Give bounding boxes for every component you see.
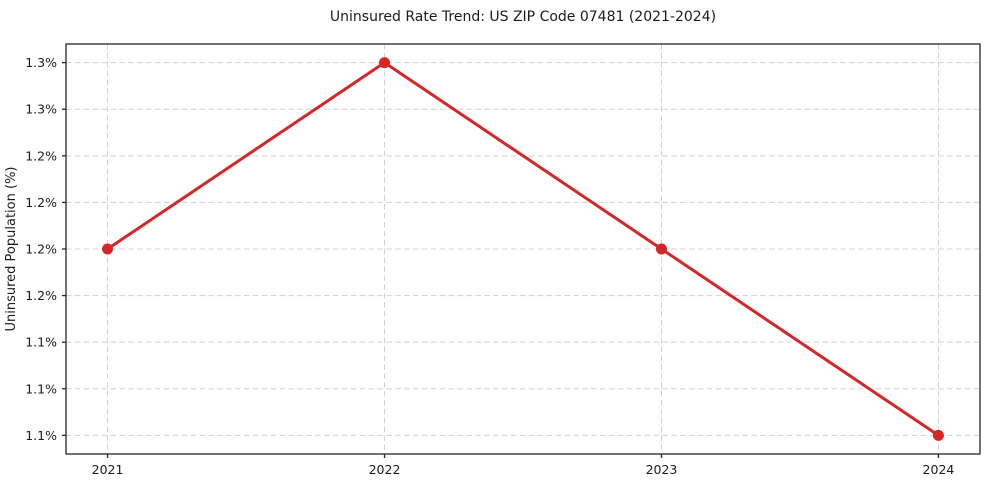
data-point-marker bbox=[379, 57, 391, 69]
x-tick-label: 2022 bbox=[369, 462, 401, 477]
chart-title: Uninsured Rate Trend: US ZIP Code 07481 … bbox=[330, 9, 716, 25]
trend-line bbox=[106, 61, 940, 437]
y-tick-label: 1.1% bbox=[25, 381, 57, 396]
y-tick-label: 1.3% bbox=[25, 55, 57, 70]
y-tick-label: 1.2% bbox=[25, 242, 57, 257]
data-point-marker bbox=[655, 243, 667, 255]
y-tick-label: 1.2% bbox=[25, 195, 57, 210]
y-axis-title: Uninsured Population (%) bbox=[4, 167, 19, 332]
y-tick-label: 1.2% bbox=[25, 288, 57, 303]
data-point-marker bbox=[102, 243, 114, 255]
data-point-marker bbox=[932, 429, 944, 441]
x-tick-label: 2023 bbox=[646, 462, 678, 477]
x-tick-label: 2024 bbox=[923, 462, 955, 477]
y-tick-label: 1.2% bbox=[25, 148, 57, 163]
x-tick-label: 2021 bbox=[92, 462, 124, 477]
plot-area: 1.3% 1.3% 1.2% 1.2% 1.2% 1.2% 1.1% 1.1% 1.1% 2021… bbox=[25, 43, 981, 477]
y-tick-label: 1.1% bbox=[25, 335, 57, 350]
y-tick-label: 1.3% bbox=[25, 102, 57, 117]
y-tick-label: 1.1% bbox=[25, 428, 57, 443]
